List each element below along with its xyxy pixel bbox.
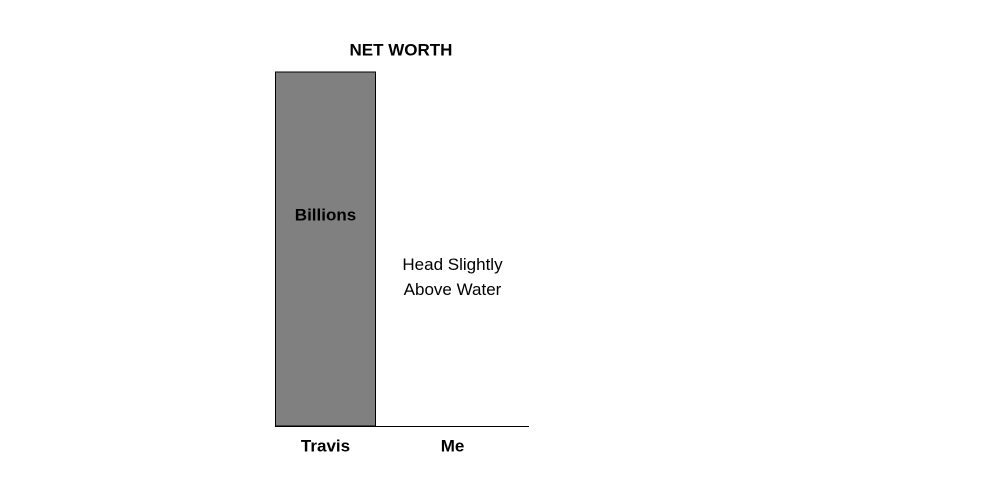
chart-title: NET WORTH [350,40,453,59]
x-tick-label: Travis [301,436,350,455]
annotation: Billions [294,205,357,225]
annotation: Head Slightly Above Water [402,255,503,299]
bar [275,71,376,427]
x-tick-label: Me [441,436,465,455]
